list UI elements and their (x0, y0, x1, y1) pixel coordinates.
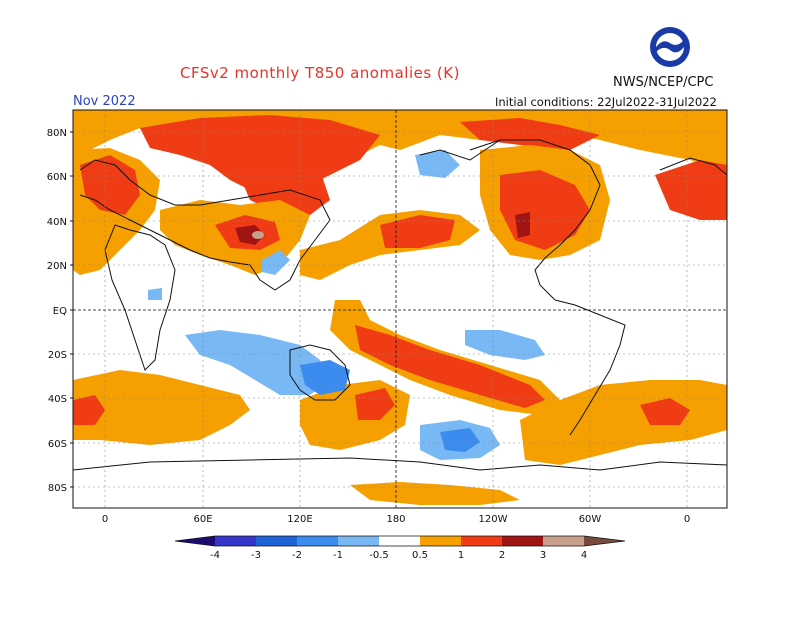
lon-label: 60E (193, 514, 212, 525)
colorbar-p2-p3 (502, 536, 543, 546)
colorbar-tick: -1 (333, 550, 343, 561)
lat-axis: 80N 60N 40N 20N EQ 20S 40S 60S 80S (47, 128, 67, 494)
colorbar-tick: 3 (540, 550, 546, 561)
lat-label: 60N (47, 172, 67, 183)
lon-label: 60W (579, 514, 602, 525)
lon-label: 120W (479, 514, 508, 525)
colorbar-lt-m4 (175, 536, 215, 546)
colorbar-tick: 4 (581, 550, 587, 561)
map-title: CFSv2 monthly T850 anomalies (K) (180, 64, 460, 82)
lat-label: 80N (47, 128, 67, 139)
colorbar-tick: -0.5 (369, 550, 389, 561)
colorbar-tick: -3 (251, 550, 261, 561)
colorbar-gt-p4 (584, 536, 625, 546)
colorbar-m1-m05 (338, 536, 379, 546)
colorbar-p05-p1 (420, 536, 461, 546)
lat-label: 80S (48, 483, 67, 494)
lat-label: 60S (48, 439, 67, 450)
noaa-logo-icon: NOAA (650, 27, 690, 67)
colorbar-neutral (379, 536, 420, 546)
lat-label: EQ (53, 306, 67, 317)
map-frame (72, 109, 728, 509)
colorbar-tick: -2 (292, 550, 302, 561)
lon-axis: 0 60E 120E 180 120W 60W 0 (102, 514, 690, 525)
lon-label: 120E (287, 514, 312, 525)
lon-label: 0 (684, 514, 690, 525)
lat-label: 20N (47, 261, 67, 272)
org-label: NWS/NCEP/CPC (613, 75, 714, 90)
colorbar-m3-m2 (256, 536, 297, 546)
lat-label: 40S (48, 394, 67, 405)
initial-conditions: Initial conditions: 22Jul2022-31Jul2022 (495, 95, 717, 109)
forecast-month: Nov 2022 (73, 94, 136, 109)
lat-label: 40N (47, 217, 67, 228)
lat-label: 20S (48, 350, 67, 361)
colorbar (174, 535, 626, 547)
colorbar-tick: 1 (458, 550, 464, 561)
anomaly-fields (73, 110, 727, 505)
map-area (73, 110, 727, 508)
lon-label: 0 (102, 514, 108, 525)
colorbar-m4-m3 (215, 536, 256, 546)
logo-text: NOAA (660, 36, 680, 43)
colorbar-tick: -4 (210, 550, 220, 561)
coastlines (73, 139, 727, 471)
colorbar-p3-p4 (543, 536, 584, 546)
colorbar-tick: 0.5 (412, 550, 428, 561)
colorbar-p1-p2 (461, 536, 502, 546)
colorbar-m2-m1 (297, 536, 338, 546)
lat-ticks (70, 131, 73, 488)
colorbar-labels: -4 -3 -2 -1 -0.5 0.5 1 2 3 4 (210, 550, 587, 561)
lon-label: 180 (386, 514, 405, 525)
graticule (73, 110, 727, 508)
colorbar-tick: 2 (499, 550, 505, 561)
